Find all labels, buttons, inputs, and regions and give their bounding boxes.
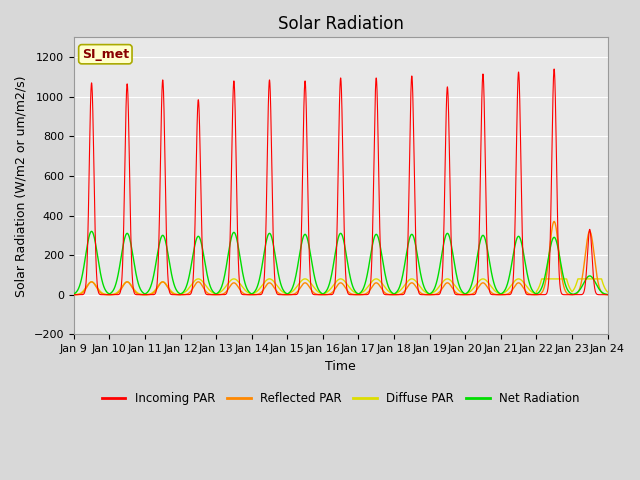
Legend: Incoming PAR, Reflected PAR, Diffuse PAR, Net Radiation: Incoming PAR, Reflected PAR, Diffuse PAR… bbox=[97, 388, 584, 410]
X-axis label: Time: Time bbox=[325, 360, 356, 372]
Title: Solar Radiation: Solar Radiation bbox=[278, 15, 404, 33]
Text: SI_met: SI_met bbox=[82, 48, 129, 61]
Y-axis label: Solar Radiation (W/m2 or um/m2/s): Solar Radiation (W/m2 or um/m2/s) bbox=[15, 75, 28, 297]
